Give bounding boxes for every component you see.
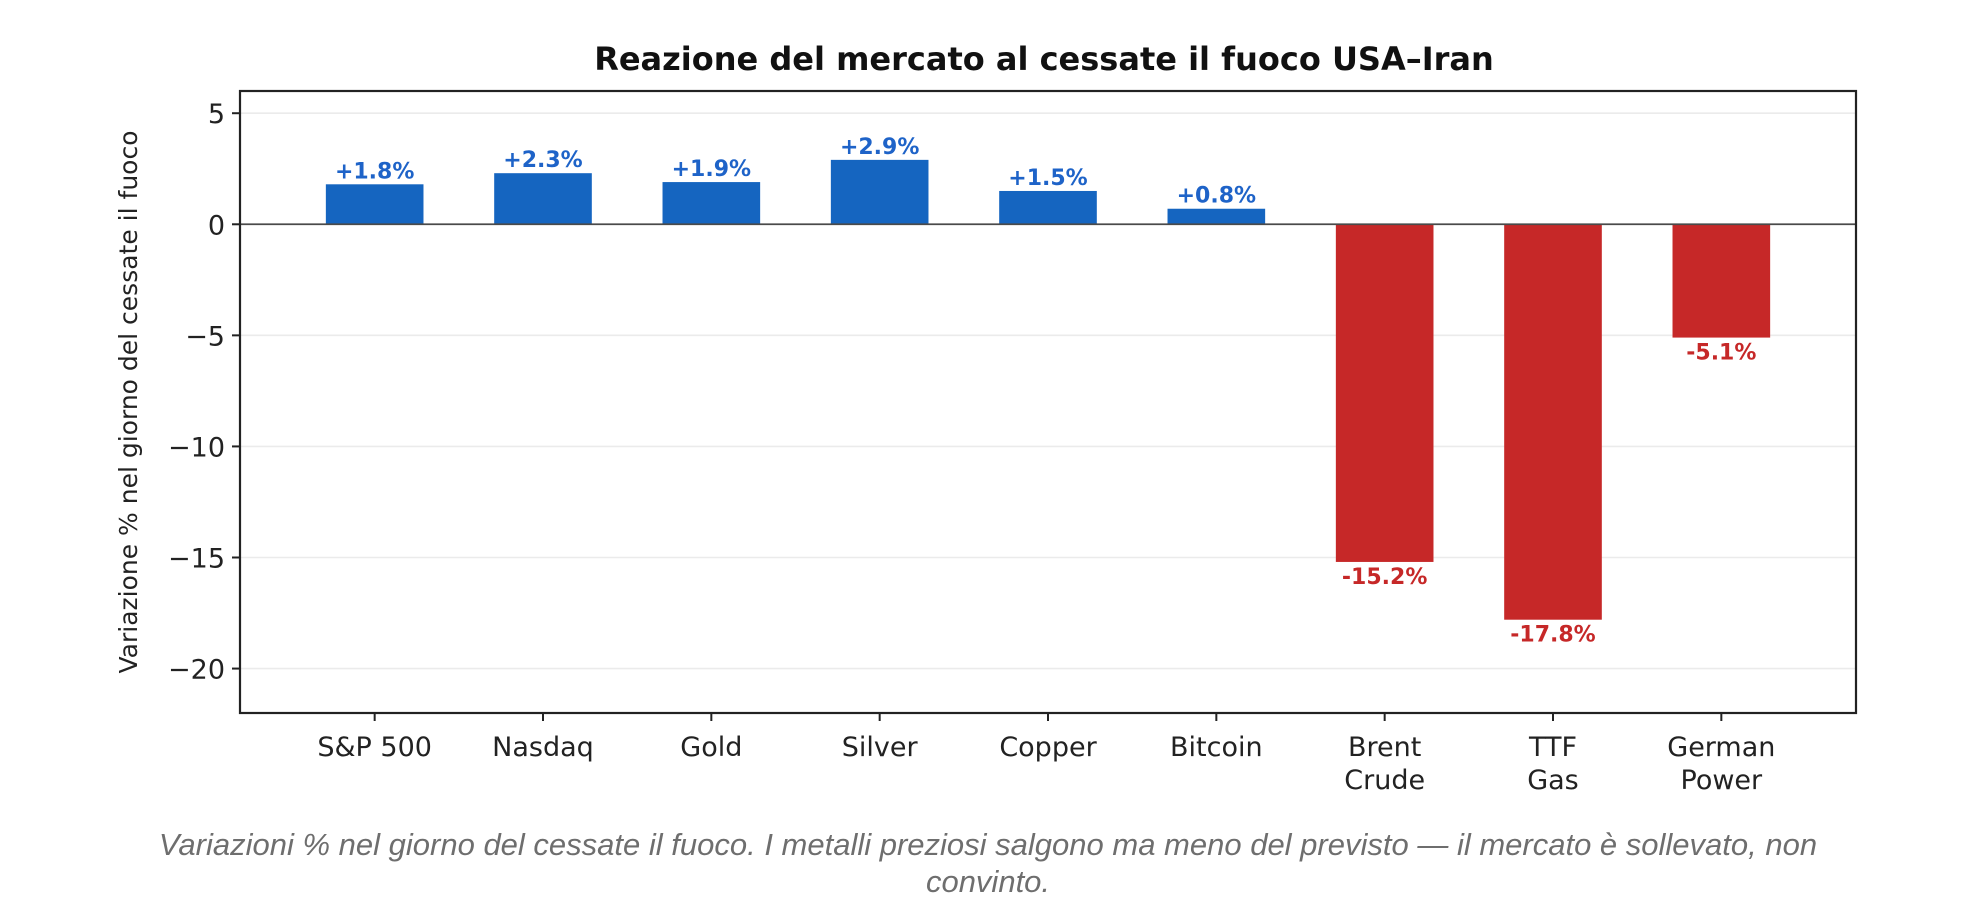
y-tick-label: −5 [185,321,225,352]
chart-title: Reazione del mercato al cessate il fuoco… [594,40,1494,78]
caption-line-1: Variazioni % nel giorno del cessate il f… [158,827,1818,862]
y-tick-label: 0 [208,210,225,241]
bar-value-label: -17.8% [1510,623,1595,648]
x-tick-label: Power [1681,765,1764,796]
x-tick-label: Brent [1348,732,1421,763]
bar [325,184,424,225]
x-tick-label: Nasdaq [492,732,594,763]
bar-value-label: +1.5% [1008,166,1087,191]
x-tick-label: TTF [1528,732,1577,763]
y-axis-label: Variazione % nel giorno del cessate il f… [114,130,143,673]
bar [1672,224,1771,338]
y-tick-label: −20 [168,655,225,686]
bar-value-label: +2.9% [840,135,919,160]
caption-line-2: convinto. [925,864,1051,899]
bar-value-label: -5.1% [1686,341,1756,366]
bar-value-label: +1.9% [672,157,751,182]
x-tick-label: Silver [842,732,919,763]
bar [830,159,929,225]
y-tick-label: −15 [168,544,225,575]
bar-value-label: +0.8% [1177,184,1256,209]
bar-value-label: +2.3% [503,148,582,173]
x-tick-label: S&P 500 [317,732,432,763]
bar [1335,224,1434,562]
bar [662,182,761,225]
bar-value-label: +1.8% [335,159,414,184]
x-tick-label: German [1667,732,1775,763]
x-tick-label: Gas [1527,765,1579,796]
bar [494,173,592,225]
bar [1504,224,1602,620]
bar [999,190,1097,225]
y-tick-label: 5 [208,99,225,130]
x-tick-label: Copper [999,732,1097,763]
bar-chart: Reazione del mercato al cessate il fuoco… [114,40,1858,796]
y-tick-label: −10 [168,432,225,463]
bar-value-label: -15.2% [1342,565,1427,590]
x-tick-label: Bitcoin [1170,732,1263,763]
bar [1167,208,1266,225]
x-tick-label: Gold [680,732,742,763]
chart-caption: Variazioni % nel giorno del cessate il f… [0,826,1976,900]
x-tick-label: Crude [1344,765,1425,796]
